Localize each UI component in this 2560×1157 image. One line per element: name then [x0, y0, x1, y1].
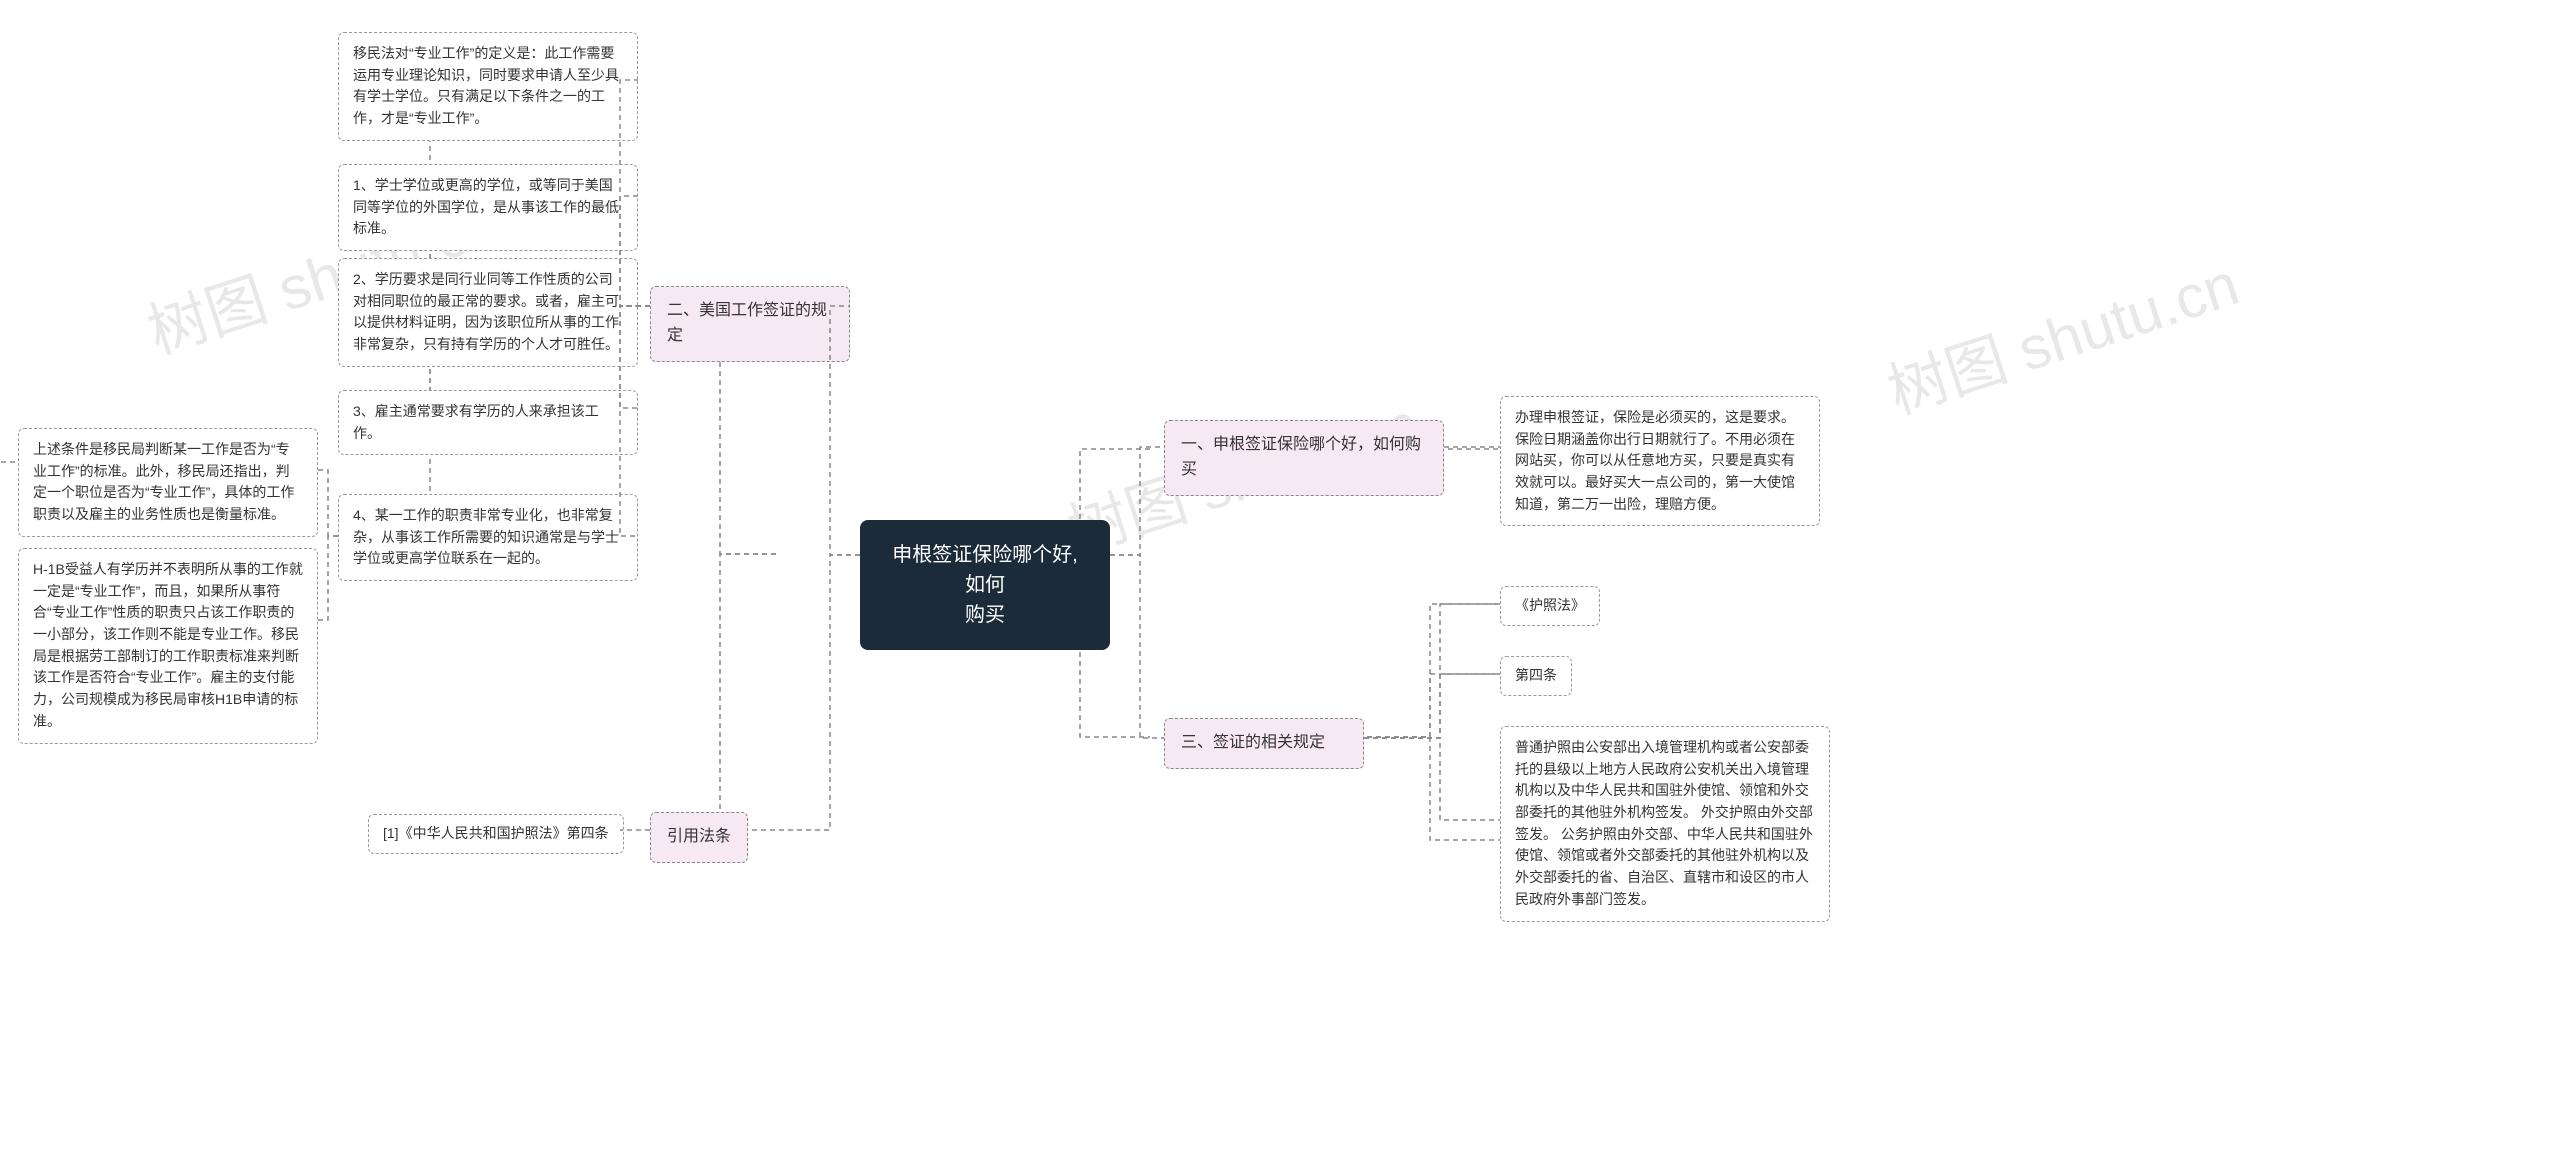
leaf-text: 3、雇主通常要求有学历的人来承担该工作。 [353, 403, 599, 441]
leaf-text: H-1B受益人有学历并不表明所从事的工作就一定是“专业工作”，而且，如果所从事符… [33, 561, 303, 729]
leaf-text: 2、学历要求是同行业同等工作性质的公司对相同职位的最正常的要求。或者，雇主可以提… [353, 271, 619, 352]
branch-label: 二、美国工作签证的规定 [667, 302, 827, 344]
leaf-s2-item4a: 上述条件是移民局判断某一工作是否为“专业工作”的标准。此外，移民局还指出，判定一… [18, 428, 318, 537]
branch-label: 引用法条 [667, 828, 731, 845]
branch-section-ref: 引用法条 [650, 812, 748, 863]
mindmap-root: 申根签证保险哪个好,如何 购买 [860, 520, 1110, 650]
leaf-text: 1、学士学位或更高的学位，或等同于美国同等学位的外国学位，是从事该工作的最低标准… [353, 177, 619, 236]
leaf-text: 4、某一工作的职责非常专业化，也非常复杂，从事该工作所需要的知识通常是与学士学位… [353, 507, 619, 566]
leaf-s2-def: 移民法对“专业工作”的定义是：此工作需要运用专业理论知识，同时要求申请人至少具有… [338, 32, 638, 141]
leaf-ref: [1]《中华人民共和国护照法》第四条 [368, 814, 624, 854]
leaf-section1-content: 办理申根签证，保险是必须买的，这是要求。保险日期涵盖你出行日期就行了。不用必须在… [1500, 396, 1820, 526]
branch-label: 一、申根签证保险哪个好，如何购买 [1181, 436, 1421, 478]
branch-section-3: 三、签证的相关规定 [1164, 718, 1364, 769]
leaf-text: 移民法对“专业工作”的定义是：此工作需要运用专业理论知识，同时要求申请人至少具有… [353, 45, 619, 126]
root-title-line2: 购买 [965, 604, 1005, 626]
leaf-s2-item3: 3、雇主通常要求有学历的人来承担该工作。 [338, 390, 638, 455]
leaf-s2-item2: 2、学历要求是同行业同等工作性质的公司对相同职位的最正常的要求。或者，雇主可以提… [338, 258, 638, 367]
root-title-line1: 申根签证保险哪个好,如何 [892, 544, 1078, 596]
watermark: 树图 shutu.cn [1875, 236, 2248, 431]
leaf-s2-item4: 4、某一工作的职责非常专业化，也非常复杂，从事该工作所需要的知识通常是与学士学位… [338, 494, 638, 581]
leaf-text: 《护照法》 [1515, 597, 1585, 613]
branch-section-2: 二、美国工作签证的规定 [650, 286, 850, 362]
leaf-article-4: 第四条 [1500, 656, 1572, 696]
leaf-text: 第四条 [1515, 667, 1557, 683]
leaf-text: [1]《中华人民共和国护照法》第四条 [383, 825, 609, 841]
leaf-text: 办理申根签证，保险是必须买的，这是要求。保险日期涵盖你出行日期就行了。不用必须在… [1515, 409, 1795, 512]
leaf-text: 普通护照由公安部出入境管理机构或者公安部委托的县级以上地方人民政府公安机关出入境… [1515, 739, 1813, 907]
leaf-passport-law: 《护照法》 [1500, 586, 1600, 626]
branch-label: 三、签证的相关规定 [1181, 734, 1325, 751]
leaf-text: 上述条件是移民局判断某一工作是否为“专业工作”的标准。此外，移民局还指出，判定一… [33, 441, 294, 522]
leaf-s2-item4b: H-1B受益人有学历并不表明所从事的工作就一定是“专业工作”，而且，如果所从事符… [18, 548, 318, 744]
leaf-s2-item1: 1、学士学位或更高的学位，或等同于美国同等学位的外国学位，是从事该工作的最低标准… [338, 164, 638, 251]
leaf-passport-detail: 普通护照由公安部出入境管理机构或者公安部委托的县级以上地方人民政府公安机关出入境… [1500, 726, 1830, 922]
branch-section-1: 一、申根签证保险哪个好，如何购买 [1164, 420, 1444, 496]
